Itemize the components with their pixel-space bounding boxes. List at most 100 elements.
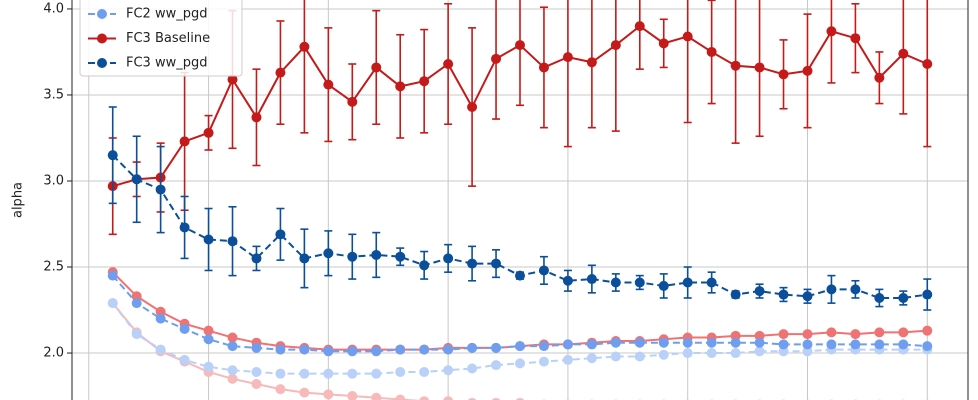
marker <box>371 368 382 379</box>
marker <box>826 339 837 350</box>
marker <box>682 348 693 359</box>
marker <box>227 74 238 85</box>
marker <box>778 329 789 340</box>
marker <box>203 234 214 245</box>
marker <box>179 222 190 233</box>
marker <box>898 48 909 59</box>
marker <box>658 280 669 291</box>
marker <box>610 40 621 51</box>
marker <box>323 346 334 357</box>
marker <box>538 341 549 352</box>
marker <box>658 38 669 49</box>
legend-marker <box>97 9 107 19</box>
error-bar <box>300 0 309 134</box>
marker <box>299 344 310 355</box>
plot-area <box>72 0 968 400</box>
marker <box>802 65 813 76</box>
marker <box>275 368 286 379</box>
marker <box>706 277 717 288</box>
marker <box>347 391 358 400</box>
marker <box>515 341 525 352</box>
marker <box>850 284 861 295</box>
error-bar <box>611 0 620 132</box>
marker <box>347 251 358 262</box>
legend-label: FC3 Baseline <box>126 31 210 46</box>
marker <box>491 342 502 353</box>
marker <box>419 344 430 355</box>
marker <box>922 341 933 352</box>
marker <box>347 368 358 379</box>
marker <box>778 339 789 350</box>
marker <box>682 277 693 288</box>
marker <box>131 291 142 302</box>
marker <box>610 351 621 362</box>
marker <box>443 344 454 355</box>
marker <box>778 69 789 80</box>
marker <box>155 344 166 355</box>
marker <box>922 325 933 336</box>
marker <box>826 327 837 338</box>
marker <box>898 292 909 303</box>
marker <box>347 96 358 107</box>
marker <box>467 258 478 269</box>
marker <box>491 258 502 269</box>
marker <box>515 397 525 400</box>
marker <box>395 366 406 377</box>
marker <box>586 353 597 364</box>
marker <box>922 59 933 69</box>
marker <box>275 384 286 395</box>
legend-box <box>79 0 243 77</box>
marker <box>634 277 645 288</box>
marker <box>443 396 453 400</box>
marker <box>419 396 430 400</box>
marker <box>491 53 502 64</box>
marker <box>850 339 861 350</box>
marker <box>538 265 549 276</box>
marker <box>419 260 430 271</box>
marker <box>754 346 765 357</box>
marker <box>706 46 717 57</box>
marker <box>538 62 549 73</box>
marker <box>131 174 142 185</box>
marker <box>443 365 454 376</box>
marker <box>874 339 885 350</box>
marker <box>826 284 837 295</box>
marker <box>227 332 238 343</box>
marker <box>203 361 214 372</box>
marker <box>898 339 909 350</box>
marker <box>658 349 669 360</box>
legend-marker <box>97 33 107 44</box>
marker <box>275 229 286 240</box>
marker <box>203 325 214 336</box>
marker <box>515 40 525 51</box>
marker <box>467 342 478 353</box>
y-tick-label: 4.0 <box>43 1 64 16</box>
marker <box>706 348 717 359</box>
marker <box>730 330 741 341</box>
marker <box>562 339 573 350</box>
marker <box>323 389 334 400</box>
marker <box>586 274 597 285</box>
marker <box>754 286 765 297</box>
marker <box>419 76 430 87</box>
error-bar <box>516 0 524 107</box>
error-bar <box>731 0 740 144</box>
marker <box>826 26 837 37</box>
marker <box>562 354 573 365</box>
marker <box>730 337 741 348</box>
marker <box>802 329 813 340</box>
marker <box>850 33 861 44</box>
marker <box>275 344 286 355</box>
marker <box>754 62 765 73</box>
marker <box>251 342 262 353</box>
legend-label: FC3 ww_pgd <box>126 56 207 71</box>
marker <box>874 327 885 338</box>
marker <box>395 251 406 262</box>
marker <box>299 368 310 379</box>
marker <box>634 337 645 348</box>
marker <box>778 289 789 300</box>
legend-marker <box>97 58 107 68</box>
y-tick-label: 2.0 <box>43 346 64 361</box>
marker <box>610 277 621 288</box>
marker <box>562 52 573 63</box>
